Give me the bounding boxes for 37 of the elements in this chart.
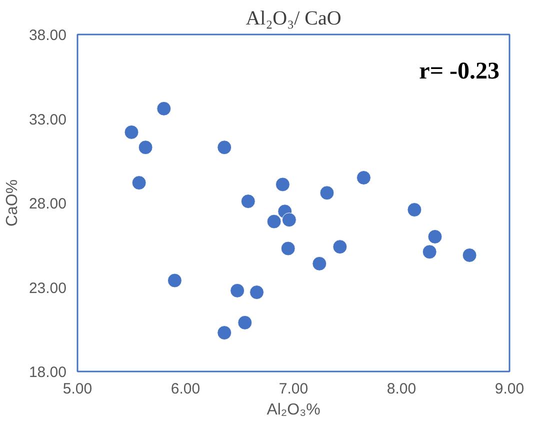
y-tick-label: 23.00 [28,280,67,297]
point [132,176,146,190]
point [282,212,296,228]
point [280,241,296,256]
x-tick-label: 8.00 [386,380,416,398]
point [250,285,264,300]
x-tick-label: 7.00 [278,380,308,398]
point [407,202,422,217]
annotation: r= -0.23 [419,58,500,84]
point [167,273,182,288]
point [428,229,442,244]
point [422,244,437,260]
point [275,177,290,192]
point [240,194,256,209]
x-tick-label: 5.00 [62,380,92,398]
point [266,214,282,229]
y-axis-title: CaO% [4,179,21,227]
point [138,140,153,155]
point [124,124,139,140]
y-tick-label: 38.00 [28,27,67,44]
x-axis-title: Al₂O₃% [266,402,320,418]
point [312,256,327,271]
point [462,248,477,262]
point [356,170,371,185]
point [217,140,232,155]
x-tick-label: 9.00 [494,380,524,398]
point [230,283,245,298]
point [217,326,232,340]
point [156,101,172,116]
y-tick-label: 28.00 [28,196,67,212]
point [332,240,348,254]
point [238,315,252,330]
y-tick-label: 33.00 [28,111,67,128]
chart-title: Al₂O₃/ CaO [246,8,342,30]
point [320,186,334,200]
x-tick-label: 6.00 [170,380,200,398]
y-tick-label: 18.00 [28,364,67,381]
